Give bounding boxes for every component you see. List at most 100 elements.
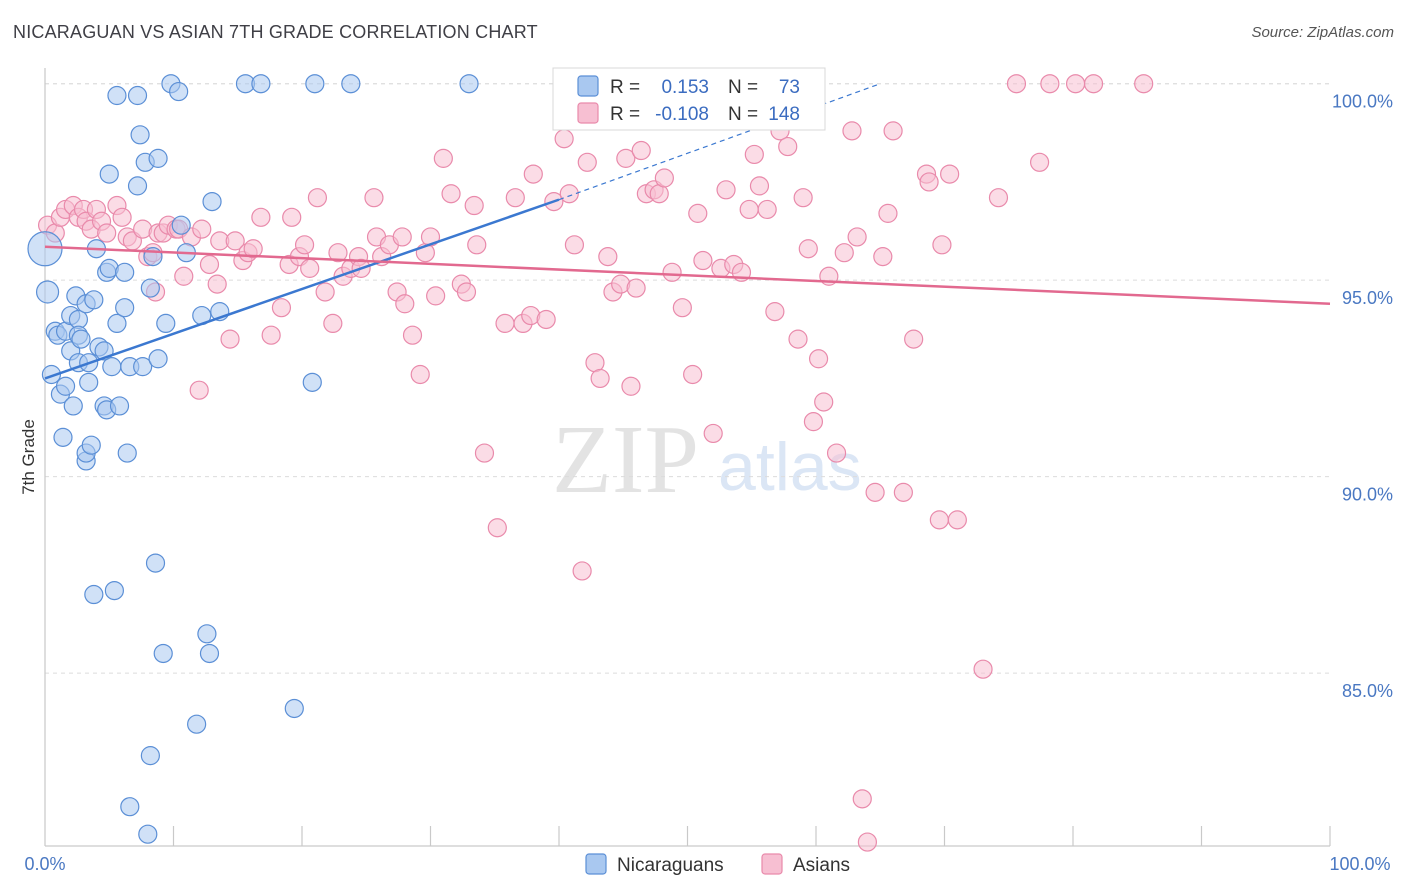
asians-point xyxy=(749,176,770,196)
y-tick-label: 85.0% xyxy=(1342,681,1393,701)
asians-point xyxy=(456,282,477,302)
y-tick-label: 95.0% xyxy=(1342,288,1393,308)
asians-point xyxy=(631,140,651,161)
asians-point xyxy=(929,510,949,530)
asians-point xyxy=(793,188,813,208)
asians-point xyxy=(688,203,708,223)
nicaraguans-point xyxy=(81,435,101,455)
nicaraguans-point xyxy=(84,290,104,310)
legend-r-value-2: -0.108 xyxy=(655,104,709,125)
nicaraguans-point xyxy=(127,85,148,106)
asians-point xyxy=(410,364,430,385)
y-tick-label: 100.0% xyxy=(1332,92,1393,112)
legend-r-value-1: 0.153 xyxy=(661,77,709,98)
asians-point xyxy=(873,247,893,267)
x-tick-marks xyxy=(172,826,1331,846)
asians-point xyxy=(364,188,384,208)
legend-n-value-1: 73 xyxy=(779,77,800,98)
asians-point xyxy=(271,298,292,318)
asians-point xyxy=(590,368,610,389)
asians-point xyxy=(672,298,692,318)
nicaraguans-point xyxy=(107,85,127,106)
legend-swatch-pink xyxy=(577,102,599,124)
trend-lines xyxy=(44,83,1331,380)
asians-point xyxy=(834,243,854,263)
asians-point xyxy=(572,561,592,581)
asians-point xyxy=(878,203,898,223)
series-legend-label-nicaraguans: Nicaraguans xyxy=(617,855,724,876)
asians-point xyxy=(220,329,240,349)
nicaraguans-point xyxy=(251,74,271,94)
nicaraguans-point xyxy=(63,396,83,416)
asians-point xyxy=(883,121,903,141)
asians-point xyxy=(598,247,618,267)
nicaraguans-point xyxy=(53,427,73,447)
asians-trend-line xyxy=(44,245,1331,306)
asians-point xyxy=(626,278,646,298)
asians-point xyxy=(654,168,674,188)
nicaraguans-point xyxy=(27,231,63,267)
asians-point xyxy=(865,482,885,502)
nicaraguans-point xyxy=(341,74,361,94)
asians-points xyxy=(37,74,1154,852)
nicaraguans-point xyxy=(115,262,135,282)
asians-point xyxy=(225,231,245,251)
asians-point xyxy=(392,227,412,247)
asians-point xyxy=(464,195,484,216)
asians-point xyxy=(693,250,713,271)
asians-point xyxy=(842,121,862,141)
nicaraguans-point xyxy=(169,81,189,102)
series-legend-swatch-nicaraguans xyxy=(585,853,607,875)
asians-point xyxy=(1029,152,1050,172)
legend-r-label-2: R = xyxy=(610,104,640,125)
asians-point xyxy=(814,392,834,412)
nicaraguans-point xyxy=(99,164,119,184)
asians-point xyxy=(940,164,960,184)
asians-point xyxy=(467,235,487,255)
asians-point xyxy=(1083,74,1104,94)
asians-point xyxy=(402,325,423,345)
nicaraguans-point xyxy=(71,329,91,349)
asians-point xyxy=(808,349,829,369)
nicaraguans-points xyxy=(27,74,479,844)
asians-point xyxy=(1065,74,1086,94)
legend-n-value-2: 148 xyxy=(768,104,800,125)
asians-point xyxy=(1134,74,1154,94)
asians-point xyxy=(919,172,939,192)
asians-point xyxy=(847,227,867,247)
asians-point xyxy=(505,188,525,208)
nicaraguans-point xyxy=(197,624,217,644)
nicaraguans-point xyxy=(148,349,168,369)
nicaraguans-point xyxy=(84,584,104,605)
nicaraguans-point xyxy=(117,443,137,463)
nicaraguans-point xyxy=(459,74,479,94)
legend-r-label-1: R = xyxy=(610,77,640,98)
asians-point xyxy=(703,423,723,444)
asians-point xyxy=(577,152,597,172)
asians-point xyxy=(765,302,785,322)
asians-point xyxy=(536,309,556,330)
asians-point xyxy=(294,235,315,255)
nicaraguans-point xyxy=(102,357,122,377)
chart-title: NICARAGUAN VS ASIAN 7TH GRADE CORRELATIO… xyxy=(13,22,538,42)
asians-point xyxy=(395,294,415,314)
y-tick-labels: 100.0% 95.0% 90.0% 85.0% xyxy=(1332,92,1393,701)
nicaraguans-point xyxy=(153,643,173,664)
asians-point xyxy=(973,659,993,679)
asians-point xyxy=(189,380,209,400)
asians-point xyxy=(616,148,636,168)
asians-point xyxy=(315,282,335,302)
y-tick-label: 90.0% xyxy=(1342,485,1393,505)
asians-point xyxy=(757,199,777,220)
asians-point xyxy=(947,510,967,530)
asians-point xyxy=(307,188,328,208)
nicaraguans-point xyxy=(156,313,176,334)
nicaraguans-point xyxy=(145,553,166,573)
asians-point xyxy=(932,235,952,255)
asians-point xyxy=(261,325,281,345)
x-tick-label-max: 100.0% xyxy=(1329,854,1390,874)
x-tick-label-min: 0.0% xyxy=(24,854,65,874)
asians-point xyxy=(904,329,924,349)
asians-point xyxy=(328,243,348,263)
nicaraguans-point xyxy=(35,280,60,304)
